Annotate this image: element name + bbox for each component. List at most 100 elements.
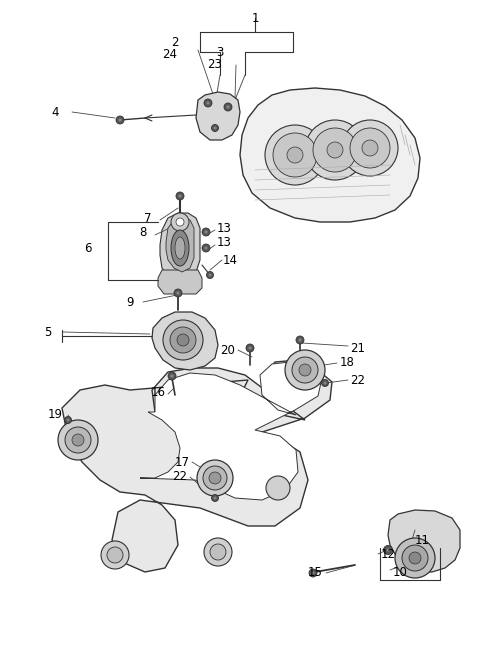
Circle shape	[72, 434, 84, 446]
Circle shape	[292, 357, 318, 383]
Circle shape	[214, 127, 216, 129]
Circle shape	[402, 545, 428, 571]
Circle shape	[168, 372, 176, 380]
Text: 7: 7	[144, 211, 152, 224]
Circle shape	[116, 116, 124, 124]
Text: 21: 21	[350, 342, 365, 354]
Circle shape	[266, 476, 290, 500]
Circle shape	[107, 547, 123, 563]
Text: 5: 5	[44, 325, 52, 338]
Circle shape	[209, 274, 211, 276]
Text: 10: 10	[393, 565, 408, 579]
Circle shape	[204, 538, 232, 566]
Circle shape	[249, 346, 252, 350]
Circle shape	[170, 375, 174, 378]
Circle shape	[170, 327, 196, 353]
Polygon shape	[166, 218, 194, 272]
Circle shape	[176, 218, 184, 226]
Circle shape	[179, 194, 181, 197]
Text: 16: 16	[151, 386, 166, 400]
Text: 3: 3	[216, 45, 224, 58]
Circle shape	[342, 120, 398, 176]
Text: 6: 6	[84, 241, 92, 255]
Circle shape	[58, 420, 98, 460]
Text: 20: 20	[221, 344, 235, 356]
Circle shape	[350, 128, 390, 168]
Circle shape	[386, 548, 390, 552]
Circle shape	[202, 244, 210, 252]
Circle shape	[313, 128, 357, 172]
Text: 19: 19	[48, 409, 62, 422]
Circle shape	[212, 495, 218, 501]
Circle shape	[64, 417, 72, 424]
Text: 18: 18	[339, 356, 354, 369]
Circle shape	[312, 571, 314, 575]
Circle shape	[203, 466, 227, 490]
Circle shape	[285, 350, 325, 390]
Text: 2: 2	[171, 35, 179, 49]
Circle shape	[206, 272, 214, 279]
Text: 22: 22	[350, 373, 365, 386]
Text: 13: 13	[216, 222, 231, 234]
Circle shape	[177, 334, 189, 346]
Circle shape	[273, 133, 317, 177]
Circle shape	[324, 382, 326, 384]
Circle shape	[67, 419, 70, 421]
Circle shape	[299, 364, 311, 376]
Text: 24: 24	[163, 49, 178, 62]
Text: 12: 12	[381, 548, 396, 562]
Text: 17: 17	[175, 455, 190, 468]
Circle shape	[163, 320, 203, 360]
Polygon shape	[240, 88, 420, 222]
Circle shape	[322, 380, 328, 386]
Polygon shape	[140, 362, 322, 500]
Circle shape	[212, 125, 218, 131]
Text: 14: 14	[223, 253, 238, 266]
Ellipse shape	[175, 237, 185, 259]
Circle shape	[299, 338, 301, 342]
Text: 9: 9	[126, 295, 134, 308]
Circle shape	[204, 99, 212, 107]
Text: 15: 15	[308, 567, 323, 579]
Circle shape	[227, 106, 229, 109]
Polygon shape	[388, 510, 460, 572]
Circle shape	[101, 541, 129, 569]
Polygon shape	[152, 312, 218, 370]
Circle shape	[174, 289, 182, 297]
Circle shape	[309, 569, 317, 577]
Polygon shape	[160, 213, 200, 280]
Polygon shape	[158, 270, 202, 294]
Circle shape	[246, 344, 254, 352]
Ellipse shape	[171, 230, 189, 266]
Circle shape	[176, 192, 184, 200]
Circle shape	[119, 118, 121, 121]
Circle shape	[210, 544, 226, 560]
Circle shape	[265, 125, 325, 185]
Circle shape	[395, 538, 435, 578]
Circle shape	[305, 120, 365, 180]
Polygon shape	[62, 360, 332, 572]
Circle shape	[384, 546, 393, 554]
Polygon shape	[196, 92, 240, 140]
Circle shape	[177, 291, 180, 295]
Circle shape	[362, 140, 378, 156]
Circle shape	[171, 213, 189, 231]
Circle shape	[287, 147, 303, 163]
Circle shape	[214, 497, 216, 499]
Text: 8: 8	[139, 226, 147, 239]
Text: 23: 23	[207, 58, 222, 72]
Circle shape	[209, 472, 221, 484]
Text: 4: 4	[51, 106, 59, 119]
Circle shape	[202, 228, 210, 236]
Circle shape	[296, 336, 304, 344]
Circle shape	[204, 230, 207, 234]
Text: 22: 22	[172, 470, 188, 483]
Circle shape	[65, 427, 91, 453]
Text: 1: 1	[251, 12, 259, 24]
Text: 13: 13	[216, 237, 231, 249]
Circle shape	[327, 142, 343, 158]
Circle shape	[224, 103, 232, 111]
Text: 11: 11	[415, 533, 430, 546]
Circle shape	[206, 102, 210, 104]
Circle shape	[409, 552, 421, 564]
